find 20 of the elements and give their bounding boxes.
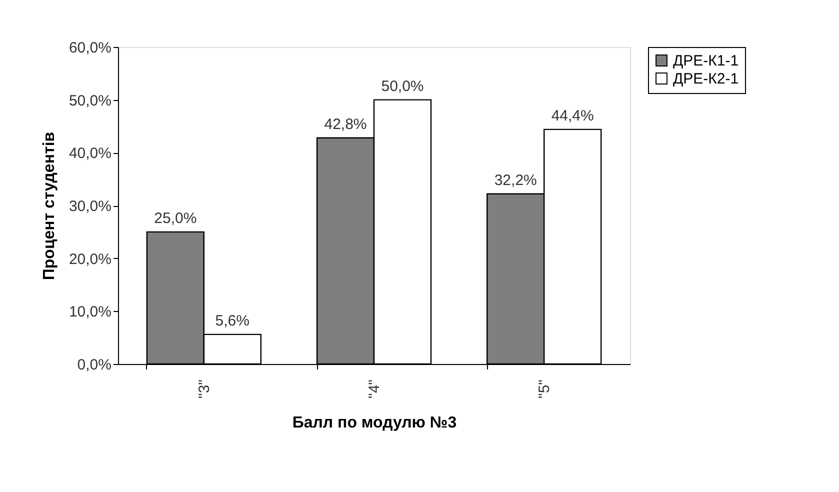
y-axis-title: Процент студентів: [40, 132, 58, 280]
x-tick-label: "4": [366, 380, 383, 398]
legend-label: ДРЕ-К2-1: [673, 70, 739, 88]
y-tick-label: 60,0%: [68, 40, 112, 56]
data-label: 44,4%: [551, 107, 594, 124]
data-label: 5,6%: [215, 312, 250, 330]
x-tick-label: "5": [536, 380, 554, 398]
y-tick-label: 10,0%: [68, 304, 112, 321]
x-axis-title: Балл по модулю №3: [292, 414, 457, 432]
y-tick-label: 40,0%: [68, 145, 112, 162]
data-label: 50,0%: [381, 78, 424, 95]
data-label: 25,0%: [154, 210, 197, 227]
y-tick-label: 20,0%: [68, 250, 112, 268]
legend-label: ДРЕ-К1-1: [673, 52, 739, 70]
y-tick-label: 50,0%: [68, 92, 112, 110]
x-tick-label: "3": [196, 380, 213, 398]
data-label: 32,2%: [494, 172, 537, 189]
data-label: 42,8%: [324, 116, 367, 133]
y-tick-label: 30,0%: [68, 198, 112, 215]
y-tick-label: 0,0%: [77, 356, 112, 374]
